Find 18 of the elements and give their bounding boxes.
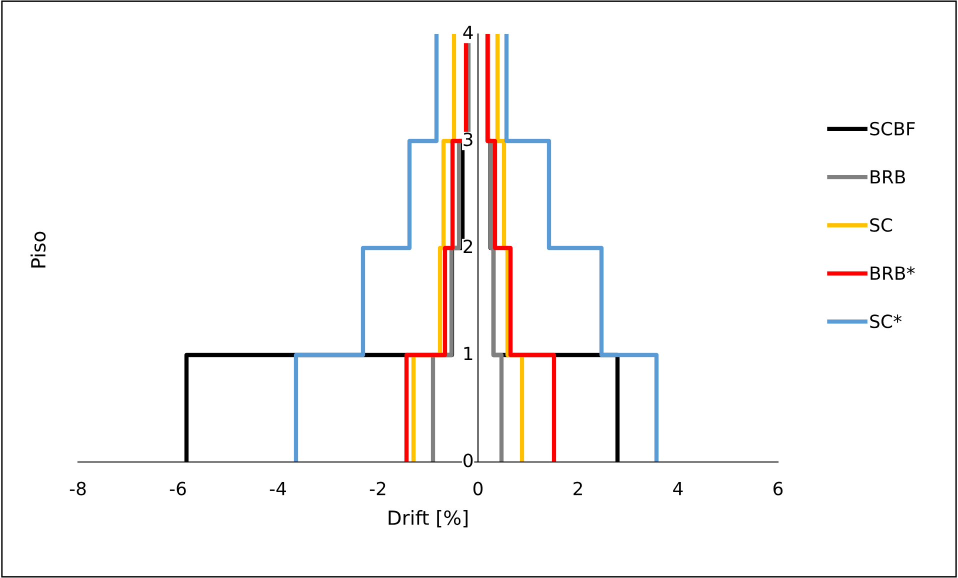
y-tick-label: 0: [464, 454, 473, 468]
x-tick-label: -2: [370, 482, 386, 496]
x-tick-label: 4: [673, 482, 683, 496]
x-tick-label: -6: [170, 482, 186, 496]
y-tick-label: 1: [464, 346, 472, 360]
x-tick-label: 6: [774, 482, 783, 496]
x-tick-label: -4: [270, 482, 286, 496]
x-tick-label: -8: [70, 482, 86, 496]
x-tick-label: 0: [473, 482, 483, 496]
legend-label: BRB*: [870, 266, 915, 280]
legend-label: SCBF: [870, 122, 915, 136]
y-tick-label: 2: [464, 240, 472, 253]
legend-label: SC*: [870, 314, 902, 328]
x-axis-title: Drift [%]: [388, 510, 468, 528]
y-axis-title: Piso: [30, 232, 46, 268]
legend-label: SC: [870, 218, 892, 232]
x-tick-label: 2: [574, 482, 582, 496]
legend-label: BRB: [870, 170, 906, 184]
